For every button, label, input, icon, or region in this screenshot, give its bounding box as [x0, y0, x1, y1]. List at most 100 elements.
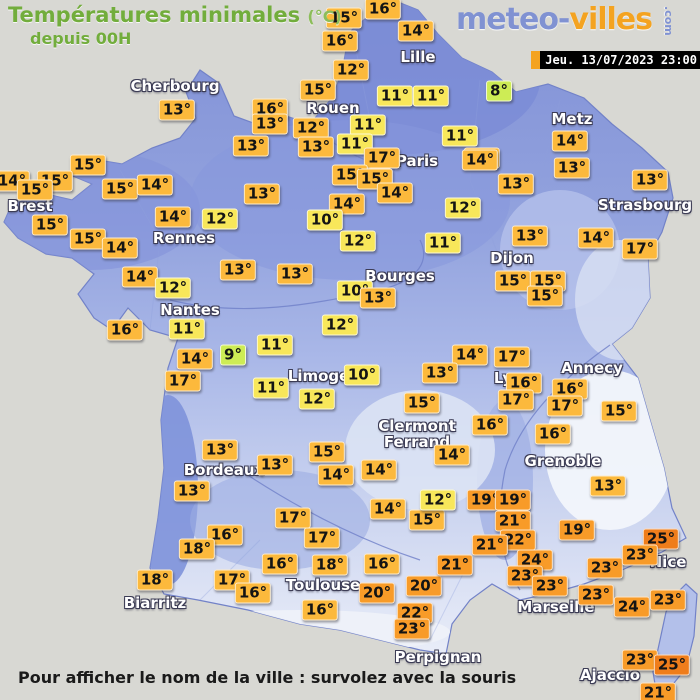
temp-label[interactable]: 18°: [311, 554, 349, 576]
temp-label[interactable]: 14°: [101, 237, 139, 259]
brand-logo[interactable]: meteo-villes .com: [456, 4, 684, 36]
temp-label[interactable]: 14°: [136, 174, 174, 196]
temp-label[interactable]: 14°: [577, 227, 615, 249]
temp-label[interactable]: 13°: [297, 136, 335, 158]
temp-label[interactable]: 12°: [201, 208, 239, 230]
temp-label[interactable]: 13°: [421, 362, 459, 384]
temp-label[interactable]: 17°: [164, 370, 202, 392]
temp-label[interactable]: 14°: [328, 193, 366, 215]
temp-label[interactable]: 20°: [405, 575, 443, 597]
temp-label[interactable]: 14°: [397, 20, 435, 42]
temp-label[interactable]: 15°: [526, 285, 564, 307]
temp-label[interactable]: 10°: [343, 364, 381, 386]
temp-label[interactable]: 16°: [534, 423, 572, 445]
temp-label[interactable]: 10°: [306, 209, 344, 231]
temp-label[interactable]: 12°: [339, 230, 377, 252]
temp-label[interactable]: 13°: [173, 480, 211, 502]
temp-label[interactable]: 23°: [586, 557, 624, 579]
temp-label[interactable]: 23°: [531, 575, 569, 597]
temp-label[interactable]: 8°: [486, 80, 512, 102]
temp-label[interactable]: 15°: [325, 7, 363, 29]
temp-label[interactable]: 15°: [101, 178, 139, 200]
temp-label[interactable]: 17°: [303, 527, 341, 549]
temp-label[interactable]: 17°: [621, 238, 659, 260]
temp-label[interactable]: 12°: [321, 314, 359, 336]
temp-label[interactable]: 12°: [292, 117, 330, 139]
temp-label[interactable]: 14°: [121, 266, 159, 288]
temp-label[interactable]: 22°: [499, 529, 537, 551]
temp-label[interactable]: 16°: [301, 599, 339, 621]
temp-label[interactable]: 14°: [369, 498, 407, 520]
temp-label[interactable]: 11°: [349, 114, 387, 136]
temp-label[interactable]: 14°: [461, 149, 499, 171]
temp-label[interactable]: 12°: [154, 277, 192, 299]
temp-label[interactable]: 21°: [494, 510, 532, 532]
temp-label[interactable]: 16°: [363, 553, 401, 575]
temp-label[interactable]: 15°: [403, 392, 441, 414]
temp-label[interactable]: 11°: [252, 377, 290, 399]
temp-label[interactable]: 14°: [433, 444, 471, 466]
temp-label[interactable]: 16°: [234, 582, 272, 604]
temp-label[interactable]: 14°: [176, 348, 214, 370]
temp-label[interactable]: 13°: [511, 225, 549, 247]
temp-label[interactable]: 13°: [631, 169, 669, 191]
temp-label[interactable]: 13°: [201, 439, 239, 461]
temp-label[interactable]: 14°: [360, 459, 398, 481]
temp-label[interactable]: 14°: [551, 130, 589, 152]
temp-label[interactable]: 13°: [553, 157, 591, 179]
temp-label[interactable]: 14°: [154, 206, 192, 228]
temp-label[interactable]: 15°: [69, 154, 107, 176]
temp-label[interactable]: 22°: [396, 602, 434, 624]
temp-label[interactable]: 15°: [308, 441, 346, 463]
temp-label[interactable]: 13°: [243, 183, 281, 205]
temp-label[interactable]: 16°: [106, 319, 144, 341]
temp-label[interactable]: 15°: [494, 270, 532, 292]
temp-label[interactable]: 17°: [363, 147, 401, 169]
temp-label[interactable]: 13°: [219, 259, 257, 281]
temp-label[interactable]: 14°: [376, 182, 414, 204]
temp-label[interactable]: 16°: [471, 414, 509, 436]
temp-label[interactable]: 12°: [419, 489, 457, 511]
temp-label[interactable]: 9°: [220, 344, 246, 366]
temp-label[interactable]: 15°: [600, 400, 638, 422]
temp-label[interactable]: 13°: [276, 263, 314, 285]
temp-label[interactable]: 23°: [621, 544, 659, 566]
temp-label[interactable]: 13°: [251, 113, 289, 135]
temp-label[interactable]: 20°: [358, 582, 396, 604]
temp-label[interactable]: 23°: [577, 584, 615, 606]
temp-label[interactable]: 25°: [653, 654, 691, 676]
temp-label[interactable]: 25°: [642, 528, 680, 550]
temp-label[interactable]: 11°: [412, 85, 450, 107]
temp-label[interactable]: 13°: [158, 99, 196, 121]
temp-label[interactable]: 16°: [261, 553, 299, 575]
temp-label[interactable]: 11°: [424, 232, 462, 254]
temp-label[interactable]: 13°: [589, 475, 627, 497]
temp-label[interactable]: 19°: [494, 489, 532, 511]
temp-label[interactable]: 16°: [206, 524, 244, 546]
temp-label[interactable]: 11°: [168, 318, 206, 340]
temp-label[interactable]: 15°: [408, 509, 446, 531]
temp-label[interactable]: 19°: [466, 489, 504, 511]
temp-label[interactable]: 12°: [298, 388, 336, 410]
temp-label[interactable]: 17°: [274, 507, 312, 529]
temp-label[interactable]: 23°: [621, 649, 659, 671]
temp-label[interactable]: 15°: [31, 214, 69, 236]
temp-label[interactable]: 17°: [497, 389, 535, 411]
temp-label[interactable]: 12°: [444, 197, 482, 219]
temp-label[interactable]: 14°: [317, 464, 355, 486]
temp-label[interactable]: 17°: [546, 395, 584, 417]
temp-label[interactable]: 13°: [232, 135, 270, 157]
temp-label[interactable]: 13°: [497, 173, 535, 195]
temp-label[interactable]: 24°: [613, 596, 651, 618]
temp-label[interactable]: 18°: [136, 569, 174, 591]
temp-label[interactable]: 13°: [359, 287, 397, 309]
temp-label[interactable]: 23°: [649, 589, 687, 611]
temp-label[interactable]: 13°: [256, 454, 294, 476]
temp-label[interactable]: 14°: [451, 344, 489, 366]
temp-label[interactable]: 15°: [16, 179, 54, 201]
temp-label[interactable]: 21°: [471, 534, 509, 556]
temp-label[interactable]: 11°: [256, 334, 294, 356]
temp-label[interactable]: 19°: [558, 519, 596, 541]
temp-label[interactable]: 21°: [436, 554, 474, 576]
temp-label[interactable]: 16°: [321, 30, 359, 52]
